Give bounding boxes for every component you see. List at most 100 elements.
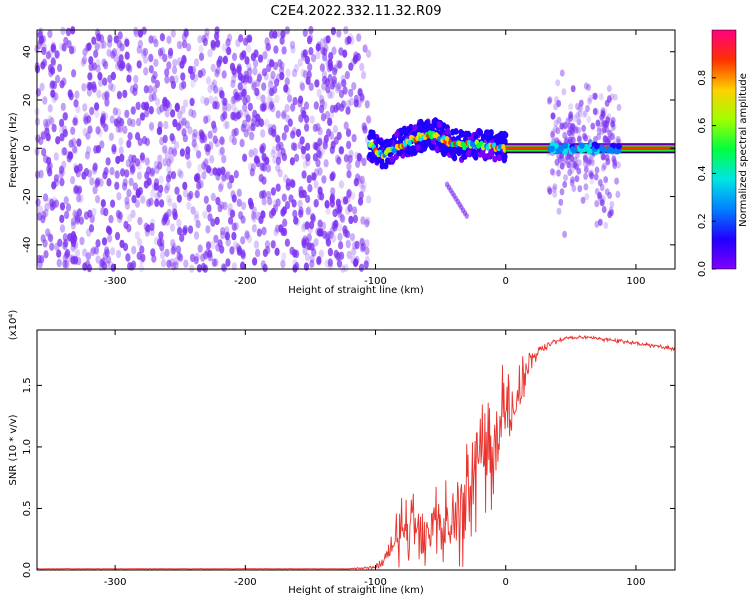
noise-cell xyxy=(143,47,149,57)
noise-cell xyxy=(244,230,250,239)
noise-cell xyxy=(176,40,182,50)
snr-background xyxy=(37,330,675,570)
snr-x-ticks: -300 -200 -100 0 100 xyxy=(104,330,645,588)
burst-cell xyxy=(596,133,602,141)
noise-cell xyxy=(348,62,354,71)
noise-cell xyxy=(313,180,319,189)
noise-cell xyxy=(337,60,343,69)
noise-cell xyxy=(104,98,110,107)
noise-cell xyxy=(123,36,129,45)
noise-cell xyxy=(302,28,308,37)
noise-cell xyxy=(282,218,288,227)
noise-cell xyxy=(95,195,101,204)
noise-cell xyxy=(256,228,262,237)
noise-cell xyxy=(270,187,276,196)
noise-cell xyxy=(103,167,109,176)
noise-cell xyxy=(203,251,209,260)
burst-cell xyxy=(590,159,595,167)
noise-cell xyxy=(187,126,193,135)
burst-cell xyxy=(562,180,568,189)
noise-cell xyxy=(351,247,357,256)
noise-cell xyxy=(164,151,170,160)
noise-cell xyxy=(221,43,227,52)
noise-cell xyxy=(114,170,120,179)
noise-cell xyxy=(86,81,92,91)
noise-cell xyxy=(198,52,205,61)
noise-cell xyxy=(43,193,49,202)
noise-cell xyxy=(158,175,164,184)
burst-cell xyxy=(581,124,587,132)
burst-cell xyxy=(600,153,606,161)
noise-cell xyxy=(35,198,41,207)
noise-cell xyxy=(154,165,160,175)
noise-cell xyxy=(86,88,92,97)
noise-cell xyxy=(236,247,242,256)
noise-cell xyxy=(297,58,303,67)
noise-cell xyxy=(328,110,335,119)
burst-cell xyxy=(577,105,582,113)
noise-cell xyxy=(100,207,106,216)
noise-cell xyxy=(96,89,102,99)
noise-cell xyxy=(194,190,200,199)
noise-cell xyxy=(260,129,266,138)
noise-cell xyxy=(93,246,99,255)
noise-cell xyxy=(303,262,309,271)
noise-cell xyxy=(210,240,216,250)
noise-cell xyxy=(174,141,180,150)
noise-cell xyxy=(204,97,210,106)
noise-cell xyxy=(166,259,172,268)
noise-cell xyxy=(104,90,110,99)
noise-cell xyxy=(346,188,352,198)
noise-cell xyxy=(56,258,62,268)
burst-cell xyxy=(550,130,555,139)
noise-cell xyxy=(205,76,212,85)
noise-cell xyxy=(348,215,354,225)
noise-cell xyxy=(84,151,90,160)
burst-cell xyxy=(599,196,605,204)
spectrogram-frame xyxy=(36,29,676,270)
noise-cell xyxy=(259,190,265,199)
noise-cell xyxy=(291,199,297,208)
burst-cell xyxy=(577,135,582,144)
noise-cell xyxy=(128,177,134,187)
noise-cell xyxy=(229,174,235,184)
noise-cell xyxy=(54,50,60,59)
noise-cell xyxy=(153,58,159,67)
noise-cell xyxy=(306,205,312,214)
noise-cell xyxy=(89,247,96,257)
noise-cell xyxy=(154,198,160,207)
noise-cell xyxy=(176,168,183,177)
noise-cell xyxy=(136,117,142,127)
tone-halo-cell xyxy=(488,148,494,156)
noise-cell xyxy=(185,151,191,160)
noise-cell xyxy=(339,251,345,260)
burst-cell xyxy=(563,174,568,182)
noise-cell xyxy=(277,168,283,178)
noise-cell xyxy=(231,262,237,271)
noise-cell xyxy=(130,106,136,115)
noise-cell xyxy=(262,51,268,60)
burst-cell xyxy=(608,129,613,137)
noise-cell xyxy=(148,93,154,103)
noise-cell xyxy=(85,145,92,155)
noise-cell xyxy=(225,45,231,55)
burst-tone-cell xyxy=(578,142,585,149)
noise-cell xyxy=(306,35,313,45)
noise-cell xyxy=(349,233,355,242)
noise-cell xyxy=(176,57,183,66)
noise-cell xyxy=(260,260,266,269)
noise-cell xyxy=(70,221,76,230)
noise-cell xyxy=(109,115,115,124)
burst-cell xyxy=(552,190,558,199)
noise-cell xyxy=(49,202,55,211)
noise-cell xyxy=(309,259,315,268)
noise-cell xyxy=(43,250,49,259)
noise-cell xyxy=(208,167,214,177)
noise-cell xyxy=(178,82,184,91)
burst-cell xyxy=(566,161,571,169)
burst-cell xyxy=(565,153,570,161)
noise-cell xyxy=(72,209,78,219)
noise-cell xyxy=(125,62,131,72)
noise-cell xyxy=(261,163,267,172)
noise-cell xyxy=(207,130,213,139)
